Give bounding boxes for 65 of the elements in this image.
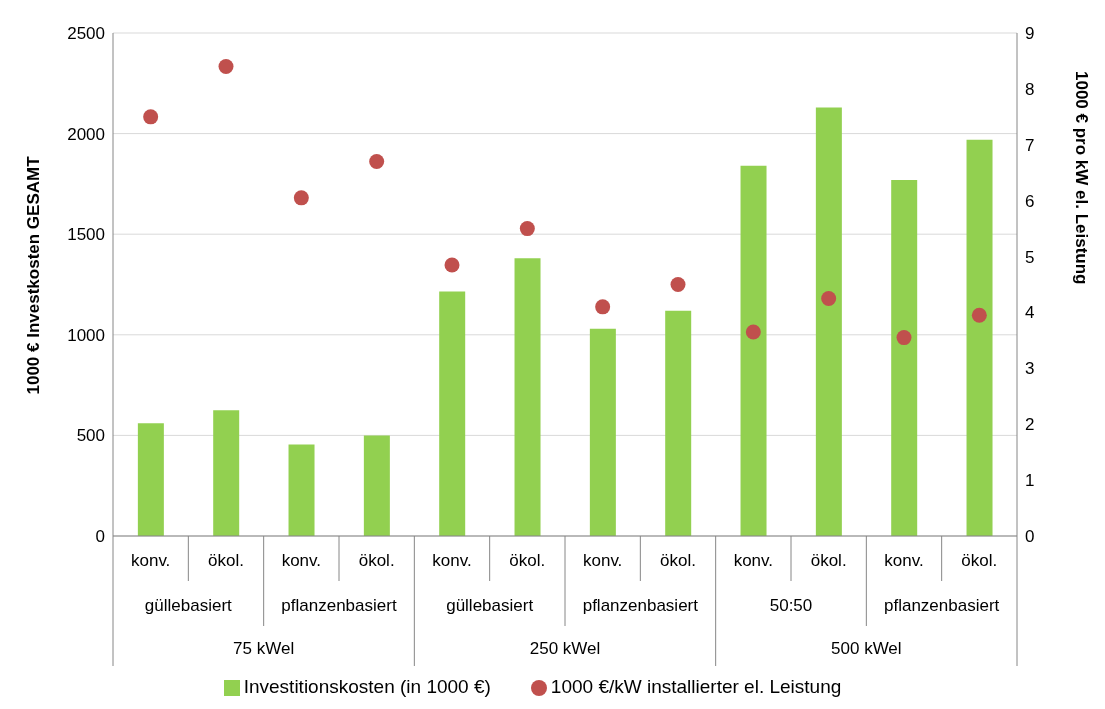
x-tick-label: ökol. — [810, 551, 847, 570]
y2-tick-label: 8 — [1025, 79, 1035, 99]
y2-tick-label: 0 — [1025, 527, 1035, 547]
text: 75 kWel — [233, 639, 295, 658]
point — [971, 307, 987, 323]
x-tick-label: ökol. — [509, 551, 546, 570]
bar — [589, 328, 616, 536]
point — [293, 190, 309, 206]
x-tick-label: ökol. — [961, 551, 998, 570]
x-tick-label: konv. — [582, 551, 623, 570]
bar — [137, 423, 164, 536]
y-tick-label: 2500 — [67, 24, 105, 44]
x-tick-label: konv. — [733, 551, 774, 570]
bar — [439, 291, 466, 536]
y2-tick-label: 1 — [1025, 471, 1035, 491]
y2-tick-label: 5 — [1025, 247, 1035, 267]
text: güllebasiert — [144, 596, 233, 615]
point — [595, 299, 611, 315]
point — [444, 257, 460, 273]
x-tick-label: konv. — [884, 551, 924, 570]
legend-label: 1000 €/kW installierter el. Leistung — [550, 676, 842, 697]
bar — [288, 444, 315, 536]
bar — [665, 310, 692, 536]
x-tick-label: konv. — [130, 551, 171, 570]
bar — [363, 435, 390, 536]
point — [369, 154, 385, 170]
point — [143, 109, 159, 125]
point — [745, 324, 761, 340]
x-tick-label: konv. — [432, 551, 472, 570]
bar — [815, 107, 842, 536]
bar — [966, 139, 993, 536]
bar — [891, 179, 918, 536]
y2-tick-label: 9 — [1025, 24, 1035, 44]
point — [821, 290, 837, 306]
point — [218, 59, 234, 75]
legend-label: Investitionskosten (in 1000 €) — [243, 676, 491, 697]
bar — [740, 165, 767, 536]
y-tick-label: 2000 — [67, 124, 105, 144]
point — [519, 221, 535, 237]
y2-tick-label: 7 — [1025, 135, 1035, 155]
bar — [213, 410, 240, 536]
x-tick-label: ökol. — [660, 551, 696, 570]
y-tick-label: 1500 — [67, 225, 105, 245]
y2-tick-label: 4 — [1025, 303, 1035, 323]
text: pflanzenbasiert — [582, 596, 699, 615]
y-tick-label: 1000 — [67, 325, 105, 345]
y-axis-title: 1000 € Investkosten GESAMT — [24, 155, 44, 395]
text: 500 kWel — [831, 639, 902, 658]
point — [896, 330, 912, 346]
x-tick-label: konv. — [281, 551, 322, 570]
y-tick-label: 0 — [95, 527, 105, 547]
y2-tick-label: 2 — [1025, 415, 1035, 435]
y2-tick-label: 3 — [1025, 359, 1035, 379]
bar — [514, 258, 541, 536]
text: güllebasiert — [446, 596, 534, 615]
text: pflanzenbasiert — [884, 596, 1000, 615]
x-tick-label: ökol. — [208, 551, 244, 570]
text: 250 kWel — [529, 639, 601, 658]
text: pflanzenbasiert — [281, 596, 397, 615]
y2-axis-title: 1000 € pro kW el. Leistung — [1071, 70, 1091, 285]
y-tick-label: 500 — [76, 426, 105, 446]
point — [670, 277, 686, 292]
y2-tick-label: 6 — [1025, 191, 1035, 211]
x-tick-label: ökol. — [358, 551, 395, 570]
text: 50:50 — [769, 596, 813, 615]
